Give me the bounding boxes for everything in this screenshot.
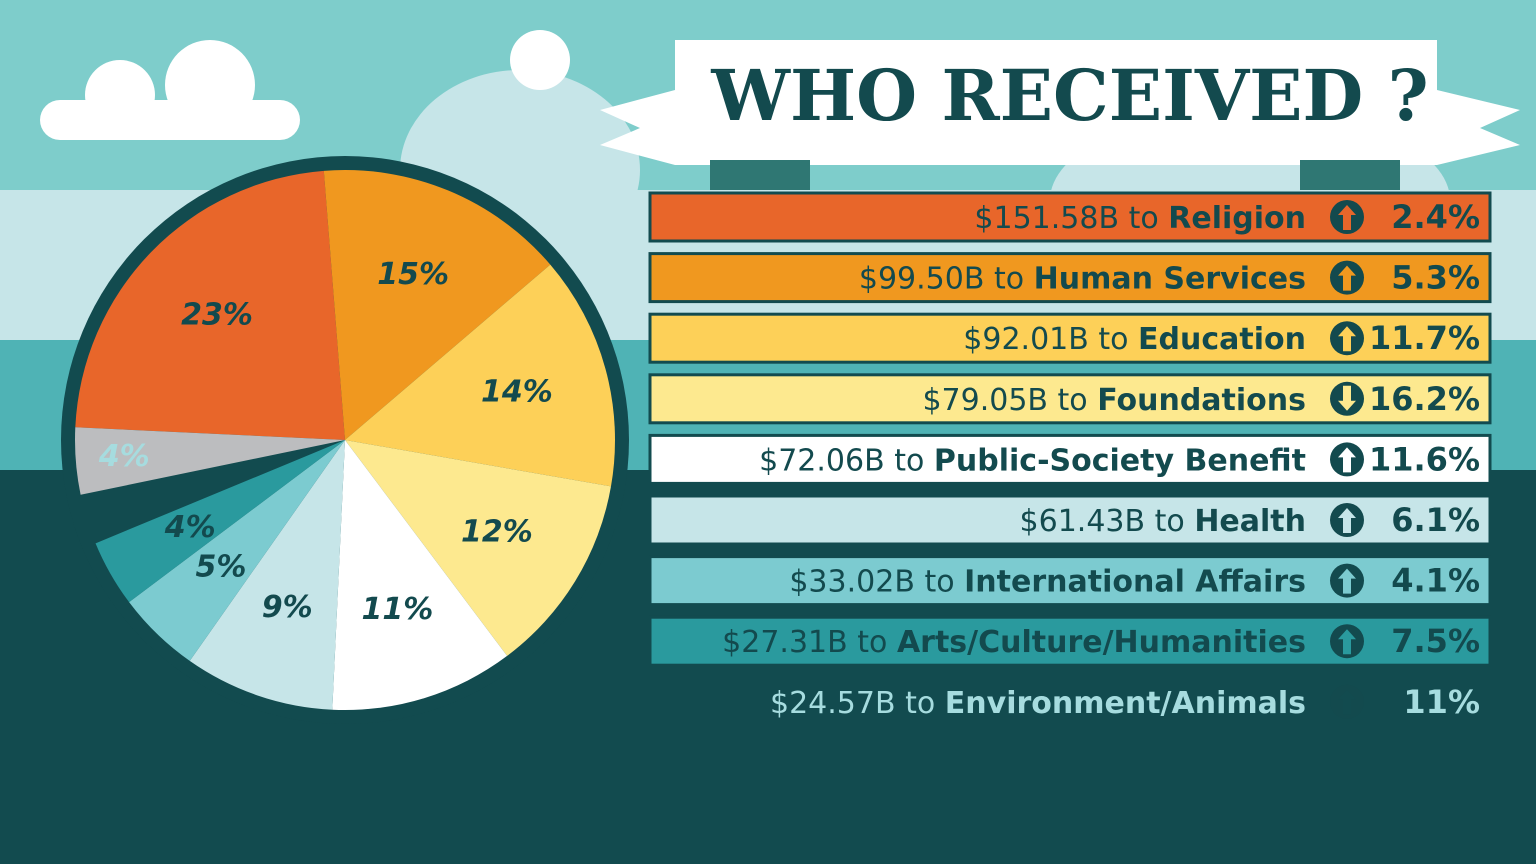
row-text: $72.06B to Public-Society Benefit: [759, 443, 1306, 478]
trend-arrow: [1338, 205, 1356, 230]
trend-icon: [1330, 260, 1364, 295]
category: Foundations: [1097, 382, 1306, 417]
trend-icon: [1330, 624, 1364, 659]
connector: to: [924, 564, 954, 599]
category: Education: [1138, 322, 1306, 357]
trend-icon: [1330, 503, 1364, 537]
amount: $27.31B: [722, 625, 848, 660]
change: 11.7%: [1369, 319, 1480, 357]
trend-icon: [1330, 381, 1364, 416]
pie-slice: [95, 440, 346, 603]
connector: to: [857, 625, 887, 660]
clouds: [40, 30, 570, 140]
connector: to: [905, 685, 935, 720]
row-text: $24.57B to Environment/Animals: [770, 685, 1306, 720]
slice-label: 11%: [361, 592, 433, 627]
pie-slice: [332, 440, 508, 710]
slice-label: 12%: [461, 515, 533, 550]
trend-icon: [1330, 684, 1364, 719]
row-text: $33.02B to International Affairs: [789, 564, 1306, 599]
connector: to: [1058, 382, 1088, 417]
trend-icon: [1330, 321, 1364, 356]
pie-slice: [75, 427, 345, 495]
connector: to: [1098, 322, 1128, 357]
trend-icon: [1330, 563, 1364, 598]
amount: $99.50B: [859, 261, 985, 296]
trend-arrow: [1338, 447, 1356, 473]
amount: $79.05B: [922, 382, 1048, 417]
category: Public-Society Benefit: [934, 443, 1306, 478]
amount: $92.01B: [963, 322, 1089, 357]
slice-label: 4%: [98, 439, 150, 474]
amount: $24.57B: [770, 685, 896, 720]
change: 4.1%: [1391, 562, 1480, 600]
slice-label: 9%: [262, 590, 313, 625]
category: Arts/Culture/Humanities: [897, 625, 1306, 660]
change: 11%: [1403, 683, 1480, 721]
trend-arrow: [1338, 508, 1356, 533]
change: 6.1%: [1391, 501, 1480, 539]
trend-icon: [1330, 442, 1364, 477]
change: 11.6%: [1369, 440, 1480, 478]
trend-arrow: [1338, 689, 1356, 715]
pie-slice: [75, 170, 345, 440]
amount: $151.58B: [974, 201, 1119, 236]
slice-label: 23%: [181, 297, 253, 332]
pie-slice: [323, 170, 551, 440]
trend-arrow: [1338, 265, 1356, 291]
category: Health: [1194, 504, 1306, 539]
row-text: $151.58B to Religion: [974, 201, 1306, 236]
title: WHO RECEIVED ?: [710, 54, 1428, 137]
row-text: $92.01B to Education: [963, 322, 1306, 357]
rows: $151.58B to Religion 2.4% $99.50B to Human…: [648, 191, 1492, 721]
slice-label: 14%: [481, 374, 553, 409]
connector: to: [894, 443, 924, 478]
change: 2.4%: [1391, 198, 1480, 236]
connector: to: [1155, 504, 1185, 539]
category: Human Services: [1034, 261, 1306, 296]
trend-arrow: [1338, 385, 1356, 411]
slice-label: 4%: [164, 510, 216, 545]
pie-slice: [345, 440, 611, 656]
change: 5.3%: [1391, 259, 1480, 297]
change: 7.5%: [1391, 622, 1480, 660]
row-text: $79.05B to Foundations: [922, 382, 1306, 417]
change: 16.2%: [1369, 380, 1480, 418]
row-text: $27.31B to Arts/Culture/Humanities: [722, 625, 1306, 660]
pie: 23% 15% 14% 12% 11% 9% 5% 4% 4%: [61, 156, 629, 724]
trend-icon: [1330, 200, 1364, 234]
trend-arrow: [1338, 326, 1356, 352]
amount: $33.02B: [789, 564, 915, 599]
category: Environment/Animals: [945, 685, 1306, 720]
row-text: $99.50B to Human Services: [859, 261, 1306, 296]
connector: to: [994, 261, 1024, 296]
amount: $61.43B: [1020, 504, 1146, 539]
banner: WHO RECEIVED ?: [600, 40, 1520, 190]
category: Religion: [1168, 201, 1306, 236]
row-text: $61.43B to Health: [1020, 504, 1306, 539]
trend-arrow: [1338, 568, 1356, 594]
amount: $72.06B: [759, 443, 885, 478]
slice-label: 15%: [377, 257, 449, 292]
pie-slice: [129, 440, 345, 661]
connector: to: [1129, 201, 1159, 236]
trend-arrow: [1338, 629, 1356, 655]
pie-slice: [345, 264, 615, 487]
category: International Affairs: [964, 564, 1306, 599]
pie-slice: [189, 440, 345, 710]
slice-label: 5%: [196, 549, 247, 584]
